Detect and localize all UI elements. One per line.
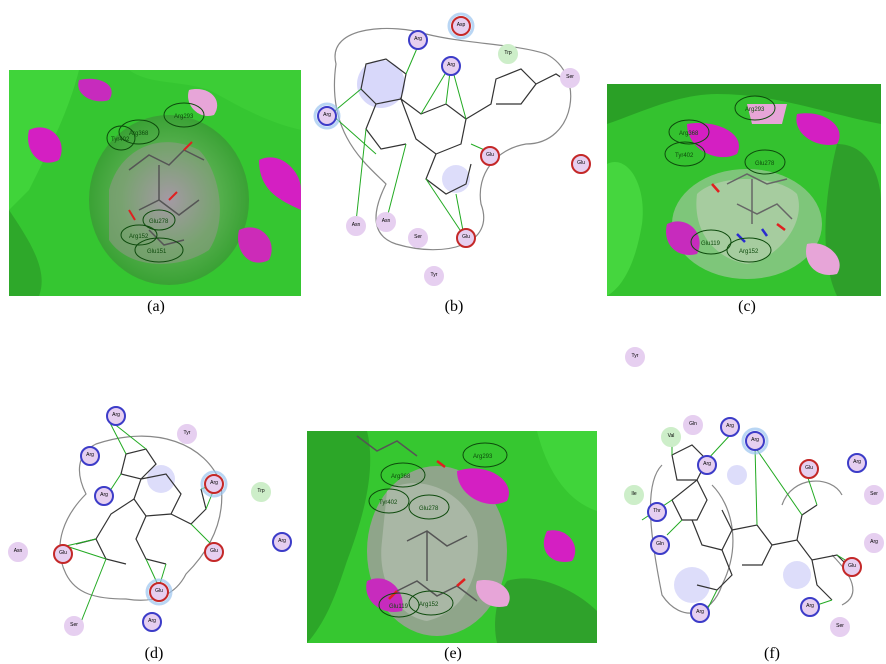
panel-c-label-2: Arg368	[679, 131, 699, 137]
panel-e-label-4: Glu278	[419, 506, 439, 512]
panel-d-residue-9: Asn	[14, 548, 23, 554]
panel-f-residue-11: Thr	[653, 508, 661, 514]
panel-b-residue-6: Ser	[566, 74, 574, 80]
panel-d-residue-4: Arg	[100, 492, 108, 498]
panel-f-residue-1: Tyr	[632, 353, 639, 359]
caption-a: (a)	[147, 298, 165, 315]
panel-f-residue-14: Arg	[806, 603, 814, 609]
panel-c-label-4: Glu278	[755, 161, 775, 167]
panel-f-residue-8: Arg	[853, 459, 861, 465]
panel-d-residue-1: Arg	[112, 412, 120, 418]
panel-b-residue-7: Glu	[486, 152, 494, 158]
panel-a-label-2: Arg368	[129, 131, 149, 137]
panel-b-residue-10: Asn	[382, 218, 391, 224]
panel-c: Arg293 Arg368 Tyr402 Glu278 Glu119 Arg15…	[607, 84, 881, 296]
panel-f-interaction-diagram: Tyr Val Gln Arg Arg Arg Glu Arg Ser Ile …	[624, 347, 884, 637]
panel-a-label-3: Tyr402	[111, 137, 130, 143]
panel-f-residue-6: Arg	[751, 437, 759, 443]
panel-b-residue-2: Asp	[457, 22, 466, 28]
panel-f-residue-2: Val	[668, 433, 675, 439]
panel-b-residue-3: Arg	[447, 62, 455, 68]
panel-b-residue-11: Ser	[414, 234, 422, 240]
panel-f-residue-10: Ile	[631, 491, 637, 497]
panel-b-residue-5: Arg	[323, 112, 331, 118]
panel-d-residue-3: Arg	[86, 452, 94, 458]
panel-d-residue-10: Arg	[278, 538, 286, 544]
panel-d: Arg Tyr Arg Arg Arg Trp Glu Glu Asn Arg …	[6, 404, 296, 642]
panel-b-residue-13: Tyr	[431, 272, 438, 278]
panel-e-label-2: Arg368	[391, 474, 411, 480]
panel-c-label-5: Glu119	[701, 241, 721, 247]
panel-f-residue-13: Arg	[696, 609, 704, 615]
panel-f-residue-17: Ser	[836, 623, 844, 629]
panel-e-label-1: Arg293	[473, 454, 493, 460]
panel-d-interaction-diagram: Arg Tyr Arg Arg Arg Trp Glu Glu Asn Arg …	[8, 406, 292, 636]
panel-d-residue-12: Ser	[70, 622, 78, 628]
panel-d-residue-8: Glu	[210, 548, 218, 554]
panel-e-label-5: Glu119	[389, 604, 409, 610]
caption-b: (b)	[444, 298, 464, 315]
panel-f-residue-16: Arg	[870, 539, 878, 545]
panel-b-residue-1: Arg	[414, 36, 422, 42]
panel-c-surface-image: Arg293 Arg368 Tyr402 Glu278 Glu119 Arg15…	[607, 84, 881, 296]
panel-d-residue-2: Tyr	[184, 430, 191, 436]
panel-d-residue-13: Arg	[148, 618, 156, 624]
caption-e: (e)	[444, 645, 462, 662]
panel-a-label-5: Arg152	[129, 234, 149, 240]
panel-b-residue-4: Trp	[504, 50, 512, 56]
panel-a-label-6: Glu151	[147, 249, 167, 255]
panel-a-surface-image: Arg293 Arg368 Tyr402 Glu278 Arg152 Glu15…	[9, 70, 301, 296]
panel-f-residue-5: Arg	[703, 461, 711, 467]
panel-c-label-3: Tyr402	[675, 153, 694, 159]
caption-d: (d)	[144, 645, 164, 662]
panel-b: Arg Asp Arg Trp Arg Ser Glu Glu Asn Asn …	[306, 4, 602, 294]
panel-f-residue-9: Ser	[870, 491, 878, 497]
panel-f-residue-7: Glu	[805, 465, 813, 471]
caption-f: (f)	[764, 645, 780, 662]
panel-b-residue-12: Glu	[462, 234, 470, 240]
caption-c: (c)	[738, 298, 756, 315]
panel-c-label-1: Arg293	[745, 107, 765, 113]
panel-e-label-3: Tyr402	[379, 500, 398, 506]
panel-f-residue-3: Gln	[689, 421, 697, 427]
panel-b-residue-9: Asn	[352, 222, 361, 228]
panel-b-interaction-diagram: Arg Asp Arg Trp Arg Ser Glu Glu Asn Asn …	[313, 12, 591, 286]
panel-d-residue-7: Glu	[59, 550, 67, 556]
panel-f-residue-12: Gln	[656, 541, 664, 547]
panel-e-surface-image: Arg293 Arg368 Tyr402 Glu278 Glu119 Arg15…	[307, 431, 597, 643]
panel-f: Tyr Val Gln Arg Arg Arg Glu Arg Ser Ile …	[612, 345, 886, 641]
panel-a-label-4: Glu278	[149, 219, 169, 225]
panel-d-residue-11: Glu	[155, 588, 163, 594]
panel-d-residue-5: Arg	[210, 480, 218, 486]
panel-f-residue-4: Arg	[726, 423, 734, 429]
panel-c-label-6: Arg152	[739, 249, 759, 255]
panel-b-residue-8: Glu	[577, 160, 585, 166]
panel-e-label-6: Arg152	[419, 602, 439, 608]
panel-a-label-1: Arg293	[174, 114, 194, 120]
panel-a: Arg293 Arg368 Tyr402 Glu278 Arg152 Glu15…	[9, 70, 301, 296]
panel-f-residue-15: Glu	[848, 563, 856, 569]
panel-e: Arg293 Arg368 Tyr402 Glu278 Glu119 Arg15…	[307, 431, 597, 643]
panel-d-residue-6: Trp	[257, 488, 265, 494]
